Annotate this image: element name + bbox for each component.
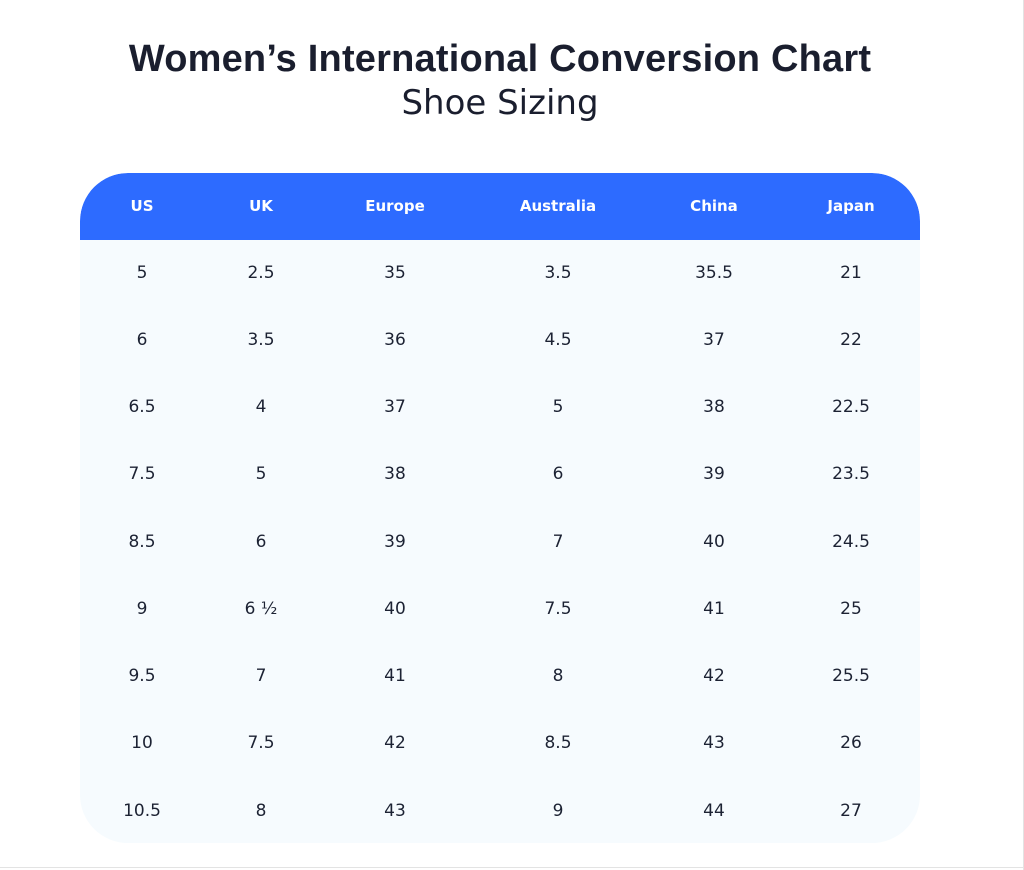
cell-japan: 27 (840, 801, 862, 821)
cell-us: 5 (136, 263, 148, 283)
cell-uk: 2.5 (247, 263, 275, 283)
cell-australia: 4.5 (544, 330, 572, 350)
page-subtitle: Shoe Sizing (401, 83, 599, 123)
cell-uk: 6 ½ (244, 599, 278, 619)
cell-australia: 8.5 (544, 733, 572, 753)
cell-australia: 7.5 (544, 599, 572, 619)
cell-china: 35.5 (695, 263, 733, 283)
cell-china: 42 (703, 666, 725, 686)
cell-europe: 42 (384, 733, 406, 753)
cell-japan: 22.5 (832, 397, 870, 417)
cell-china: 44 (703, 801, 725, 821)
table-row: 6.5 4 37 5 38 22.5 (80, 374, 920, 441)
table-row: 9 6 ½ 40 7.5 41 25 (80, 576, 920, 643)
cell-japan: 22 (840, 330, 862, 350)
cell-us: 9.5 (128, 666, 156, 686)
table-row: 8.5 6 39 7 40 24.5 (80, 509, 920, 576)
cell-us: 10.5 (123, 801, 161, 821)
cell-australia: 8 (552, 666, 564, 686)
cell-us: 6.5 (128, 397, 156, 417)
cell-us: 9 (136, 599, 148, 619)
table-row: 5 2.5 35 3.5 35.5 21 (80, 240, 920, 307)
cell-japan: 26 (840, 733, 862, 753)
page-title: Women’s International Conversion Chart (128, 38, 872, 80)
table-body: 5 2.5 35 3.5 35.5 21 6 3.5 36 4.5 37 22 … (80, 240, 920, 843)
cell-china: 38 (703, 397, 725, 417)
cell-japan: 21 (840, 263, 862, 283)
table-row: 7.5 5 38 6 39 23.5 (80, 441, 920, 508)
cell-australia: 3.5 (544, 263, 572, 283)
cell-china: 43 (703, 733, 725, 753)
cell-australia: 7 (552, 532, 564, 552)
cell-china: 41 (703, 599, 725, 619)
cell-japan: 24.5 (832, 532, 870, 552)
table-row: 6 3.5 36 4.5 37 22 (80, 307, 920, 374)
cell-uk: 3.5 (247, 330, 275, 350)
cell-japan: 25.5 (832, 666, 870, 686)
size-conversion-table: US UK Europe Australia China Japan 5 2.5… (80, 173, 920, 843)
cell-europe: 35 (384, 263, 406, 283)
column-header-us: US (130, 197, 154, 215)
cell-china: 39 (703, 464, 725, 484)
column-header-china: China (690, 197, 738, 215)
cell-australia: 9 (552, 801, 564, 821)
cell-australia: 5 (552, 397, 564, 417)
cell-europe: 38 (384, 464, 406, 484)
cell-japan: 23.5 (832, 464, 870, 484)
table-row: 9.5 7 41 8 42 25.5 (80, 643, 920, 710)
cell-europe: 40 (384, 599, 406, 619)
cell-us: 10 (131, 733, 153, 753)
cell-uk: 6 (255, 532, 267, 552)
page-border-bottom (0, 867, 1024, 868)
cell-uk: 5 (255, 464, 267, 484)
column-header-australia: Australia (519, 197, 597, 215)
cell-europe: 37 (384, 397, 406, 417)
table-header-row: US UK Europe Australia China Japan (80, 173, 920, 240)
cell-europe: 43 (384, 801, 406, 821)
cell-us: 8.5 (128, 532, 156, 552)
column-header-japan: Japan (827, 197, 875, 215)
cell-uk: 8 (255, 801, 267, 821)
cell-europe: 41 (384, 666, 406, 686)
cell-us: 7.5 (128, 464, 156, 484)
table-row: 10.5 8 43 9 44 27 (80, 778, 920, 843)
cell-china: 40 (703, 532, 725, 552)
table-row: 10 7.5 42 8.5 43 26 (80, 710, 920, 777)
cell-china: 37 (703, 330, 725, 350)
column-header-europe: Europe (365, 197, 425, 215)
column-header-uk: UK (249, 197, 273, 215)
cell-australia: 6 (552, 464, 564, 484)
cell-us: 6 (136, 330, 148, 350)
cell-uk: 4 (255, 397, 267, 417)
cell-europe: 39 (384, 532, 406, 552)
cell-uk: 7 (255, 666, 267, 686)
cell-japan: 25 (840, 599, 862, 619)
cell-uk: 7.5 (247, 733, 275, 753)
cell-europe: 36 (384, 330, 406, 350)
